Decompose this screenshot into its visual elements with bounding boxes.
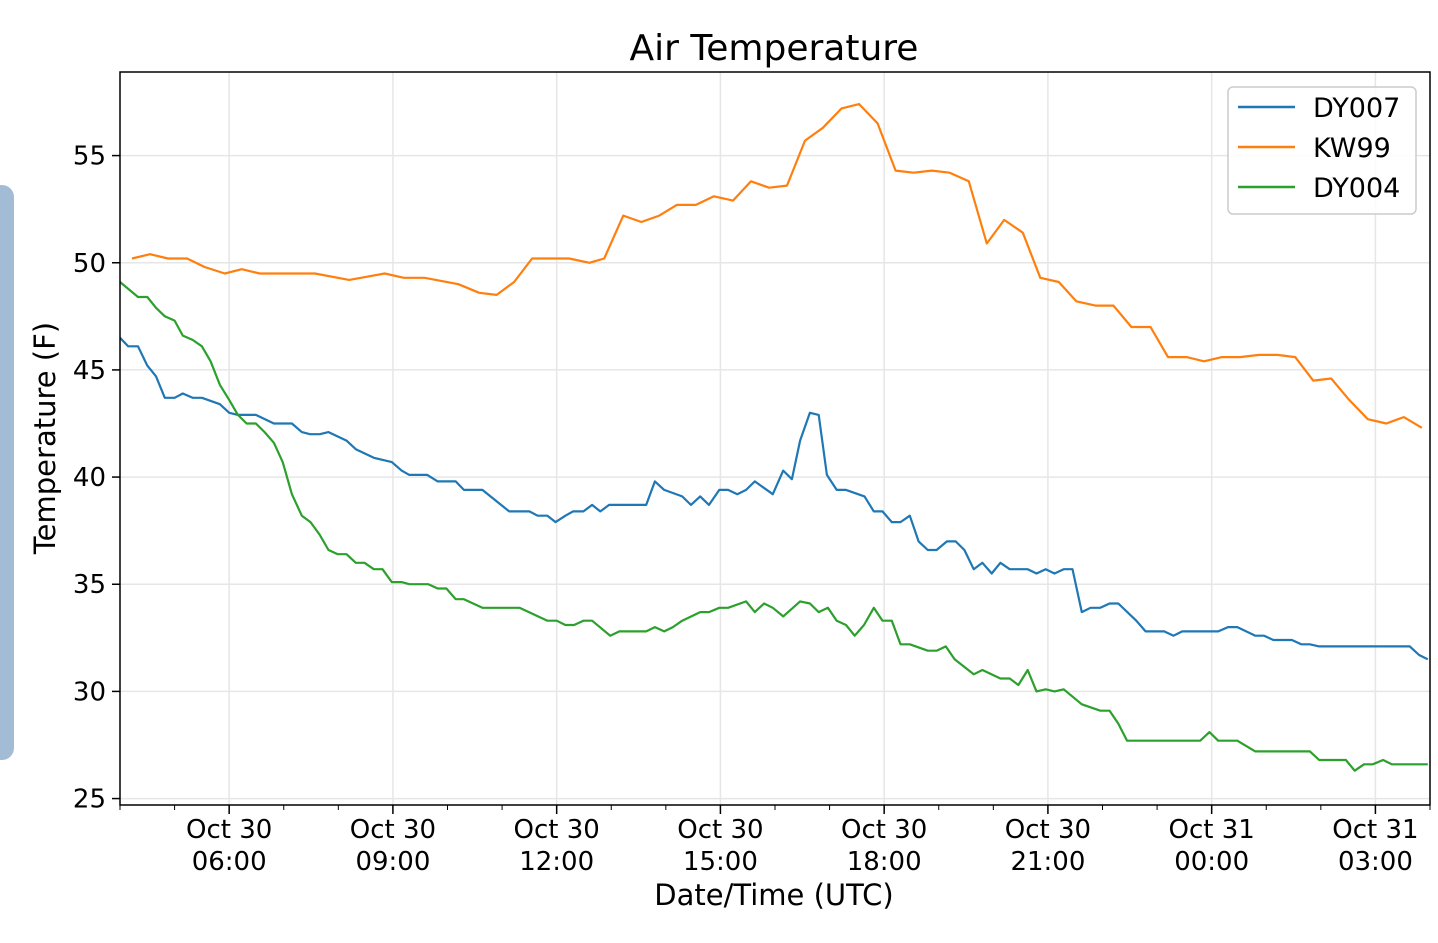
x-tick-label: Oct 30 (186, 815, 272, 845)
side-panel-tab[interactable] (0, 185, 14, 760)
legend-label-dy004: DY004 (1313, 173, 1400, 204)
series-lines (119, 103, 1429, 772)
y-axis: 25 30 35 40 45 50 55 (73, 142, 120, 815)
y-tick-label: 30 (73, 677, 106, 707)
x-tick-label: 03:00 (1338, 847, 1413, 877)
x-tick-label: Oct 30 (350, 815, 436, 845)
x-tick-label: 00:00 (1174, 847, 1249, 877)
x-tick-label: Oct 31 (1169, 815, 1255, 845)
series-line-dy004 (119, 281, 1428, 772)
x-tick-label: 21:00 (1010, 847, 1085, 877)
legend-label-dy007: DY007 (1313, 93, 1400, 124)
series-line-kw99 (131, 103, 1423, 429)
y-tick-label: 35 (73, 570, 106, 600)
x-tick-label: 18:00 (847, 847, 922, 877)
x-tick-label: 09:00 (355, 847, 430, 877)
x-tick-label: 06:00 (192, 847, 267, 877)
y-tick-label: 40 (73, 463, 106, 493)
x-tick-label: Oct 30 (677, 815, 763, 845)
x-tick-label: 12:00 (519, 847, 594, 877)
y-tick-label: 55 (73, 142, 106, 172)
x-axis-label: Date/Time (UTC) (654, 878, 893, 912)
x-tick-label: 15:00 (683, 847, 758, 877)
x-tick-label: Oct 30 (841, 815, 927, 845)
y-axis-label: Temperature (F) (28, 322, 62, 555)
y-tick-label: 45 (73, 356, 106, 386)
legend-box (1227, 86, 1417, 215)
y-tick-label: 50 (73, 249, 106, 279)
y-tick-label: 25 (73, 785, 106, 815)
x-tick-label: Oct 30 (514, 815, 600, 845)
grid (120, 72, 1430, 805)
legend-label-kw99: KW99 (1313, 133, 1391, 164)
series-line-dy007 (119, 337, 1429, 661)
chart-title: Air Temperature (630, 28, 919, 69)
x-tick-label: Oct 31 (1332, 815, 1418, 845)
legend: DY007 KW99 DY004 (1227, 86, 1417, 215)
x-tick-label: Oct 30 (1005, 815, 1091, 845)
